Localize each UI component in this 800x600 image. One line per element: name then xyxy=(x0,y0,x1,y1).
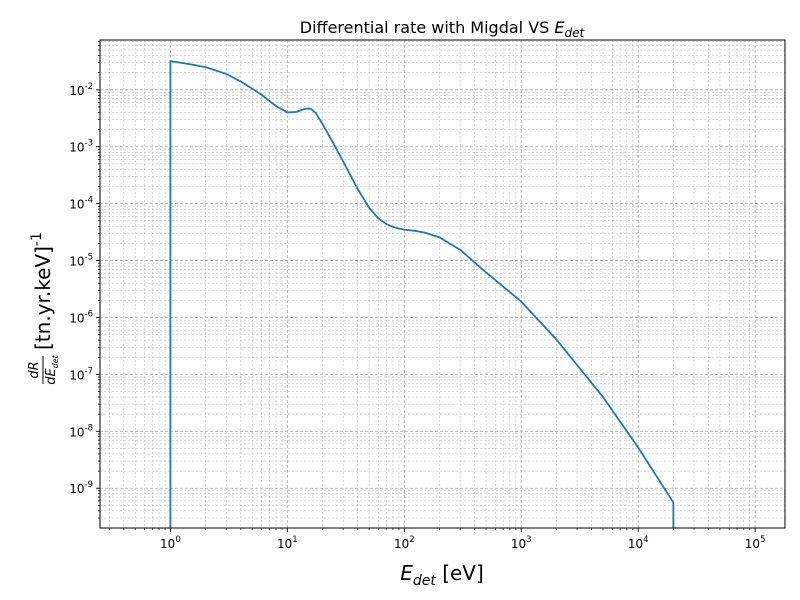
axis-ticks xyxy=(96,41,756,532)
y-tick-label: 10-5 xyxy=(69,253,93,269)
minor-grid xyxy=(100,40,785,528)
y-tick-label: 10-8 xyxy=(69,423,93,439)
y-tick-label: 10-4 xyxy=(69,196,93,212)
y-label-unit: [tn.yr.keV]-1 xyxy=(29,232,55,350)
major-grid xyxy=(100,40,785,528)
y-tick-label: 10-2 xyxy=(69,82,93,98)
y-label-denominator: dEdet xyxy=(44,354,60,384)
x-tick-labels: 100 101 102 103 104 105 xyxy=(160,535,765,551)
y-tick-label: 10-9 xyxy=(69,480,93,496)
chart-title: Differential rate with Migdal VS Edet xyxy=(300,18,586,40)
x-tick-label: 101 xyxy=(277,535,298,551)
y-tick-label: 10-6 xyxy=(69,309,93,325)
x-tick-label: 103 xyxy=(511,535,532,551)
x-tick-label: 102 xyxy=(394,535,415,551)
y-tick-label: 10-7 xyxy=(69,366,93,382)
y-label-numerator: dR xyxy=(27,361,42,378)
series-line xyxy=(169,60,675,528)
plot-frame xyxy=(99,39,786,529)
x-tick-label: 105 xyxy=(745,535,766,551)
x-tick-label: 104 xyxy=(628,535,649,551)
y-tick-labels: 10-9 10-8 10-7 10-6 10-5 10-4 10-3 10-2 xyxy=(69,82,93,496)
x-tick-label: 100 xyxy=(160,535,181,551)
y-tick-label: 10-3 xyxy=(69,139,93,155)
y-axis-label: dR dEdet [tn.yr.keV]-1 xyxy=(27,232,60,385)
x-axis-label: Edet [eV] xyxy=(400,561,484,589)
plot-series-layer xyxy=(169,60,675,528)
